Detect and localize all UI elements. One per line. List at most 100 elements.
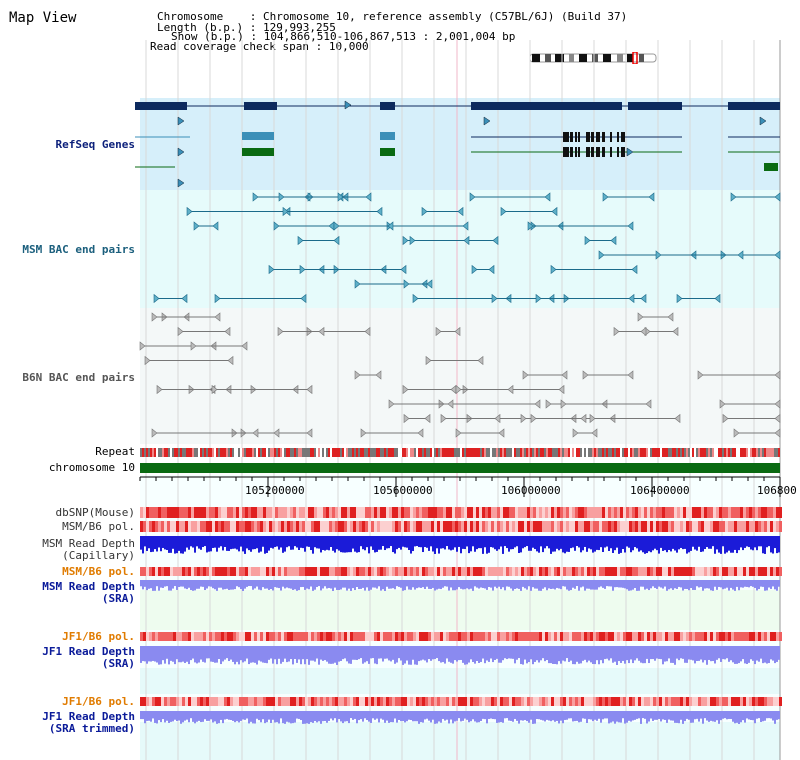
msm-depth-sra-bar [664, 580, 666, 587]
msm-depth-capillary-bar [326, 536, 328, 550]
msm-depth-sra-bar [682, 580, 684, 591]
jf1-depth-trimmed-bar [412, 711, 414, 722]
jf1-b6-pol2-heat [203, 697, 206, 706]
dbsnp-heat [446, 507, 449, 518]
msm-depth-sra-bar [428, 580, 430, 589]
jf1-depth-sra-bar [492, 646, 494, 663]
msm-depth-sra-bar [328, 580, 330, 588]
jf1-depth-trimmed-bar [408, 711, 410, 720]
jf1-depth-sra-bar [182, 646, 184, 662]
msm-depth-sra-bar [282, 580, 284, 587]
repeat-label: Repeat [95, 445, 135, 458]
exon-mark [591, 147, 593, 157]
msm-depth-capillary-bar [152, 536, 154, 552]
dbsnp-heat [617, 507, 620, 518]
msm-depth-capillary-bar [692, 536, 694, 547]
dbsnp-heat [563, 507, 566, 518]
msm-depth-capillary-bar [646, 536, 648, 554]
msm-depth-sra-bar [516, 580, 518, 589]
jf1-b6-pol2-heat [290, 697, 293, 706]
b6n-bac-pair-end [403, 413, 410, 424]
jf1-depth-sra-bar [676, 646, 678, 659]
jf1-depth-trimmed-bar [712, 711, 714, 722]
repeat-mark [414, 448, 416, 457]
exon-mark [571, 147, 573, 157]
msm-b6-pol-heat [428, 521, 431, 532]
repeat-mark [328, 448, 330, 457]
repeat-mark [464, 448, 466, 457]
jf1-b6-pol2-heat [755, 697, 758, 706]
dbsnp-heat [569, 507, 572, 518]
jf1-b6-pol-heat [659, 632, 662, 641]
msm-b6-pol-heat [530, 521, 533, 532]
jf1-depth-trimmed-bar [594, 711, 596, 720]
msm-depth-sra-bar [468, 580, 470, 590]
jf1-depth-trimmed-bar [416, 711, 418, 722]
msm-bac-pair-end [153, 293, 160, 304]
jf1-depth-sra-bar [462, 646, 464, 663]
msm-depth-sra-bar [284, 580, 286, 589]
repeat-mark [206, 448, 208, 457]
jf1-b6-pol2-heat [737, 697, 740, 706]
msm-b6-pol2-heat [461, 567, 464, 576]
msm-depth-sra-bar [226, 580, 228, 589]
b6n-bac-label[interactable]: B6N BAC end pairs [22, 371, 135, 384]
jf1-depth-sra-bar [238, 646, 240, 665]
jf1-depth-trimmed-bar [726, 711, 728, 720]
jf1-b6-pol-heat [647, 632, 650, 641]
repeat-mark [534, 448, 536, 457]
msm-depth-capillary-bar [572, 536, 574, 548]
jf1-b6-pol2-heat [293, 697, 296, 706]
msm-depth-sra-bar [648, 580, 650, 591]
jf1-depth-trimmed-bar [382, 711, 384, 720]
jf1-depth-sra-bar [234, 646, 236, 665]
repeat-mark [658, 448, 660, 457]
jf1-depth-trimmed-bar [396, 711, 398, 723]
jf1-depth-trimmed-bar [538, 711, 540, 720]
msm-b6-pol-heat [743, 521, 746, 532]
jf1-depth-sra-bar [422, 646, 424, 660]
msm-depth-capillary-bar [556, 536, 558, 549]
dbsnp-heat [188, 507, 191, 518]
jf1-b6-pol2-heat [296, 697, 299, 706]
jf1-depth-trimmed-bar [660, 711, 662, 722]
jf1-b6-pol-heat [563, 632, 566, 641]
repeat-mark [682, 448, 684, 457]
jf1-b6-pol2-heat [401, 697, 404, 706]
jf1-b6-pol-heat [566, 632, 569, 641]
msm-bac-label[interactable]: MSM BAC end pairs [22, 243, 135, 256]
refseq-genes-label[interactable]: RefSeq Genes [55, 138, 135, 151]
jf1-depth-trimmed-bar [742, 711, 744, 721]
jf1-depth-trimmed-bar [482, 711, 484, 719]
repeat-mark [618, 448, 620, 457]
msm-depth-sra-bar [504, 580, 506, 591]
jf1-depth-sra-bar [430, 646, 432, 661]
msm-depth-sra-bar [736, 580, 738, 587]
repeat-mark [580, 448, 582, 457]
msm-depth-capillary-bar [538, 536, 540, 553]
jf1-depth-trimmed-bar [284, 711, 286, 724]
msm-b6-pol-heat [377, 521, 380, 532]
msm-depth-capillary-bar [276, 536, 278, 547]
msm-b6-pol2-heat [257, 567, 260, 576]
jf1-b6-pol-heat [302, 632, 305, 641]
msm-depth-capillary-bar [516, 536, 518, 547]
msm-depth-capillary-bar [730, 536, 732, 553]
repeat-mark [420, 448, 422, 457]
dbsnp-heat [602, 507, 605, 518]
msm-depth-sra-bar [532, 580, 534, 588]
jf1-depth-trimmed-bar [706, 711, 708, 721]
msm-b6-pol-heat [587, 521, 590, 532]
msm-depth-capillary-bar [510, 536, 512, 550]
msm-depth-capillary-bar [298, 536, 300, 550]
msm-b6-pol-heat [410, 521, 413, 532]
jf1-depth-trimmed-bar [474, 711, 476, 722]
msm-depth-capillary-bar [778, 536, 780, 553]
msm-b6-pol2-heat [764, 567, 767, 576]
jf1-depth-sra-bar [452, 646, 454, 664]
msm-depth-sra-bar [524, 580, 526, 589]
msm-depth-sra-bar [776, 580, 778, 591]
jf1-b6-pol-heat [146, 632, 149, 641]
dbsnp-heat [161, 507, 164, 518]
